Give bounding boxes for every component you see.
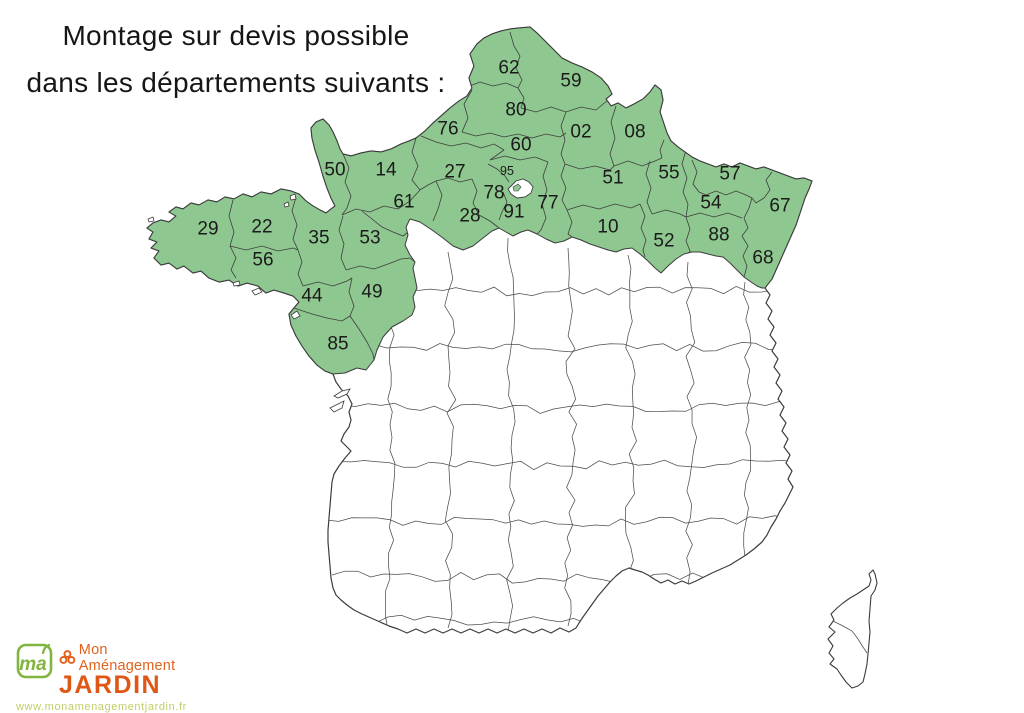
logo-badge-icon: ma: [16, 643, 53, 679]
paris-enclave: [507, 178, 534, 199]
svg-text:ma: ma: [19, 654, 47, 675]
department-label-44: 44: [301, 286, 323, 307]
department-label-14: 14: [375, 160, 397, 181]
department-label-68: 68: [752, 248, 773, 269]
department-label-88: 88: [708, 225, 729, 246]
island: [232, 280, 241, 287]
department-label-85: 85: [327, 334, 348, 355]
department-label-54: 54: [700, 193, 722, 214]
department-label-76: 76: [437, 119, 458, 140]
department-label-50: 50: [324, 160, 345, 181]
department-label-51: 51: [602, 168, 623, 189]
title-line-2: dans les départements suivants :: [26, 67, 446, 98]
department-label-29: 29: [197, 219, 218, 240]
department-labels: 62 59 80 76 02 08 60 50 14 27 95 51 55 57 78 61 77 54 67 91…: [197, 58, 790, 355]
corsica-border: [832, 620, 868, 654]
island: [283, 201, 290, 208]
department-label-56: 56: [252, 250, 273, 271]
department-label-10: 10: [597, 217, 618, 238]
brand-name-top: Mon Aménagement: [78, 642, 176, 674]
logo: ma Mon Aménagement JARDIN www.monamenage…: [16, 641, 206, 713]
island: [147, 216, 155, 223]
department-label-61: 61: [393, 192, 414, 213]
title-line-1: Montage sur devis possible: [62, 20, 410, 51]
department-label-78: 78: [483, 183, 504, 204]
department-label-35: 35: [308, 228, 329, 249]
island: [251, 287, 263, 296]
department-label-95: 95: [500, 164, 514, 178]
island: [333, 388, 351, 399]
department-label-08: 08: [624, 122, 645, 143]
department-label-62: 62: [498, 58, 519, 79]
department-label-57: 57: [719, 164, 740, 185]
island: [289, 193, 297, 201]
page-title: Montage sur devis possible dans les dépa…: [0, 12, 472, 106]
brand-name-main: JARDIN: [59, 671, 162, 699]
department-label-52: 52: [653, 231, 674, 252]
logo-url: www.monamenagementjardin.fr: [16, 701, 187, 713]
department-label-27: 27: [444, 162, 465, 183]
department-label-49: 49: [361, 282, 382, 303]
corsica: [827, 569, 878, 689]
island: [290, 310, 301, 320]
department-label-28: 28: [459, 206, 480, 227]
department-label-55: 55: [658, 163, 679, 184]
department-label-77: 77: [537, 193, 558, 214]
department-label-22: 22: [251, 217, 272, 238]
department-label-02: 02: [570, 122, 591, 143]
department-label-91: 91: [503, 202, 524, 223]
department-borders-north: [228, 31, 773, 361]
clover-icon: [59, 650, 76, 664]
department-label-59: 59: [560, 71, 581, 92]
department-label-60: 60: [510, 135, 531, 156]
department-label-53: 53: [359, 228, 380, 249]
paris-enclave-detail: [512, 183, 522, 192]
highlighted-region: [146, 26, 813, 375]
department-label-67: 67: [769, 196, 790, 217]
island: [329, 400, 345, 413]
department-label-80: 80: [505, 100, 526, 121]
